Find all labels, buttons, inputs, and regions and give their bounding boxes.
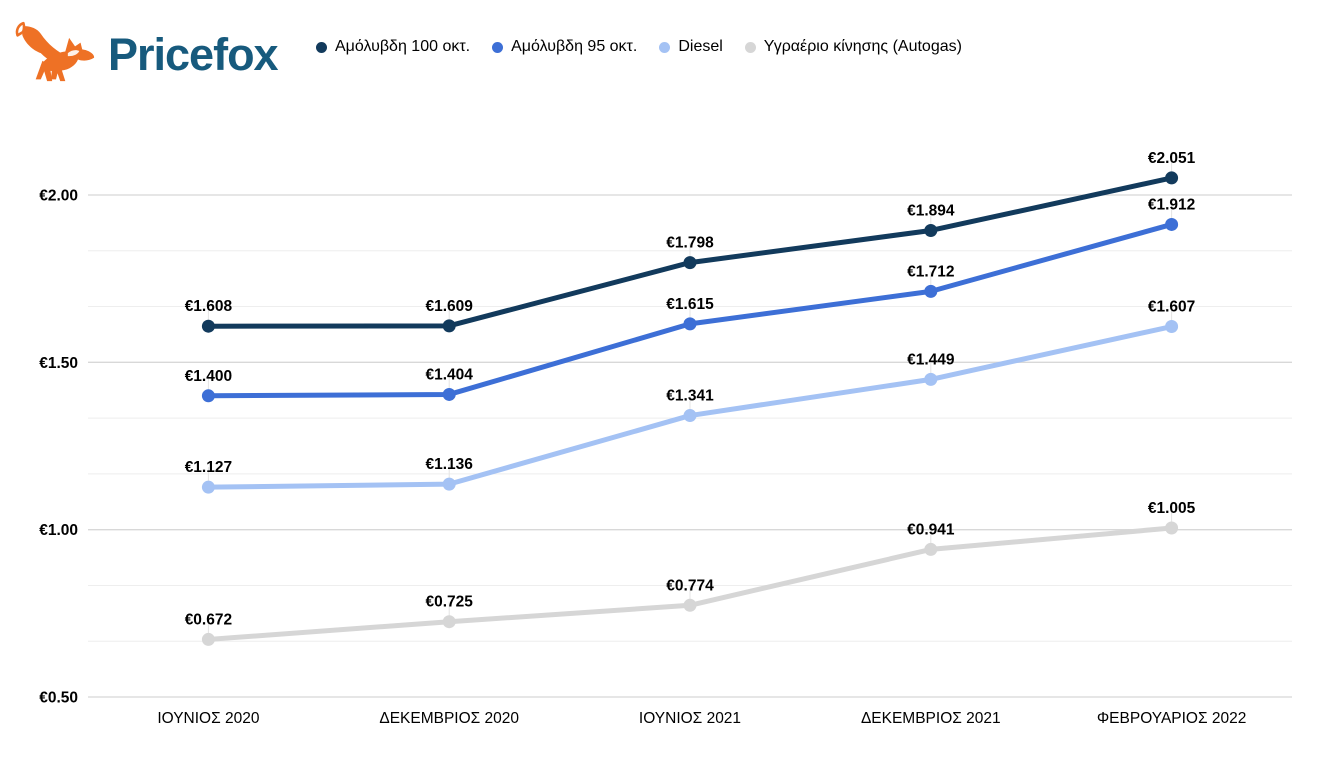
data-point: [683, 256, 697, 270]
legend-label: Αμόλυβδη 100 οκτ.: [335, 38, 471, 55]
legend-dot-icon: [744, 41, 756, 53]
data-point: [924, 284, 938, 298]
data-point: [1165, 521, 1179, 535]
legend-item-3: Υγραέριο κίνησης (Autogas): [744, 38, 962, 56]
data-point-value-label: €0.774: [666, 577, 714, 594]
data-point-value-label: €1.127: [185, 459, 232, 476]
data-point-value-label: €1.607: [1148, 299, 1195, 316]
legend-label: Diesel: [678, 38, 723, 55]
legend-item-2: Diesel: [659, 38, 723, 56]
legend-label: Υγραέριο κίνησης (Autogas): [763, 38, 962, 55]
data-point-value-label: €1.404: [425, 366, 473, 383]
legend-item-1: Αμόλυβδη 95 οκτ.: [492, 38, 637, 56]
data-point: [442, 477, 456, 491]
data-point: [924, 223, 938, 237]
data-point: [442, 615, 456, 629]
y-axis-tick-label: €0.50: [39, 690, 78, 707]
y-axis-tick-label: €1.00: [39, 522, 78, 539]
data-point-value-label: €1.608: [185, 298, 233, 315]
data-point: [1165, 320, 1179, 334]
data-point-value-label: €1.912: [1148, 196, 1195, 213]
data-point-value-label: €1.615: [666, 296, 714, 313]
legend-dot-icon: [316, 41, 327, 53]
data-point: [201, 480, 215, 494]
data-point-value-label: €1.136: [425, 456, 473, 473]
data-point: [442, 319, 456, 333]
legend-label: Αμόλυβδη 95 οκτ.: [511, 38, 638, 55]
data-point: [201, 389, 215, 403]
data-point-value-label: €1.609: [425, 298, 473, 315]
data-point-value-label: €0.725: [425, 594, 473, 611]
data-point: [201, 319, 215, 333]
data-point: [442, 387, 456, 401]
y-axis-tick-label: €2.00: [39, 188, 78, 205]
legend-dot-icon: [659, 41, 671, 53]
data-point: [201, 632, 215, 646]
data-point: [924, 542, 938, 556]
data-point: [1165, 171, 1179, 185]
data-point-value-label: €0.672: [185, 611, 232, 628]
data-point: [683, 409, 697, 423]
data-point: [924, 372, 938, 386]
data-point-value-label: €2.051: [1148, 150, 1196, 167]
data-point-value-label: €1.400: [185, 368, 232, 385]
pricefox-logo: Pricefox: [12, 18, 279, 90]
y-axis-tick-label: €1.50: [39, 355, 78, 372]
x-axis-category-label: ΔΕΚΕΜΒΡΙΟΣ 2020: [379, 710, 519, 727]
x-axis-category-label: ΦΕΒΡΟΥΑΡΙΟΣ 2022: [1097, 710, 1247, 727]
x-axis-category-label: ΔΕΚΕΜΒΡΙΟΣ 2021: [861, 710, 1001, 727]
data-point-value-label: €1.894: [907, 202, 955, 219]
data-point-value-label: €1.798: [666, 235, 714, 252]
data-point-value-label: €1.005: [1148, 500, 1196, 517]
legend-dot-icon: [492, 41, 504, 53]
data-point-value-label: €1.341: [666, 388, 714, 405]
brand-name: Pricefox: [108, 28, 279, 80]
data-point-value-label: €1.712: [907, 263, 954, 280]
data-point-value-label: €0.941: [907, 521, 955, 538]
x-axis-category-label: ΙΟΥΝΙΟΣ 2020: [157, 710, 260, 727]
data-point: [1165, 217, 1179, 231]
data-point: [683, 317, 697, 331]
data-point-value-label: €1.449: [907, 351, 955, 368]
chart-legend: Αμόλυβδη 100 οκτ. Αμόλυβδη 95 οκτ. Diesel Υ…: [316, 38, 962, 56]
x-axis-category-label: ΙΟΥΝΙΟΣ 2021: [639, 710, 741, 727]
data-point: [683, 598, 697, 612]
legend-item-0: Αμόλυβδη 100 οκτ.: [316, 38, 470, 56]
fox-icon: [15, 21, 95, 82]
